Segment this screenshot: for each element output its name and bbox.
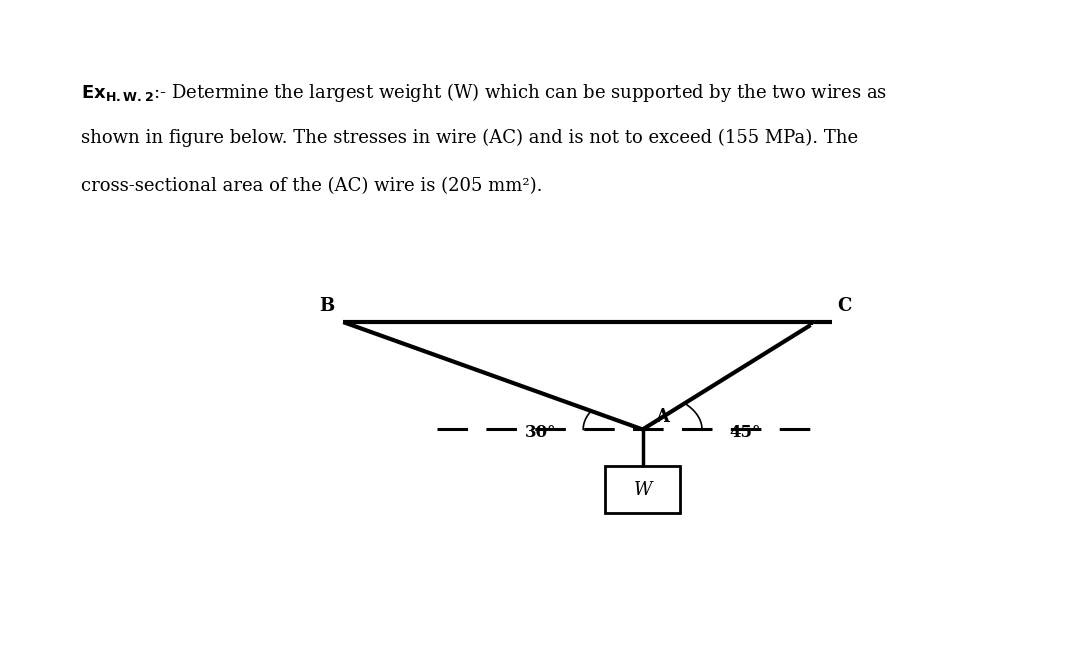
Text: B: B: [320, 297, 335, 315]
Text: 45°: 45°: [729, 424, 760, 442]
Text: W: W: [633, 481, 652, 499]
Text: 30°: 30°: [525, 424, 556, 442]
Text: A: A: [656, 408, 670, 426]
Text: shown in figure below. The stresses in wire (AC) and is not to exceed (155 MPa).: shown in figure below. The stresses in w…: [81, 129, 859, 147]
Text: $\mathbf{Ex}_{\mathbf{H.W.2}}$:- Determine the largest weight (W) which can be s: $\mathbf{Ex}_{\mathbf{H.W.2}}$:- Determi…: [81, 81, 887, 103]
Text: C: C: [838, 297, 852, 315]
Bar: [605, 466, 680, 513]
Text: cross-sectional area of the (AC) wire is (205 mm²).: cross-sectional area of the (AC) wire is…: [81, 177, 542, 195]
